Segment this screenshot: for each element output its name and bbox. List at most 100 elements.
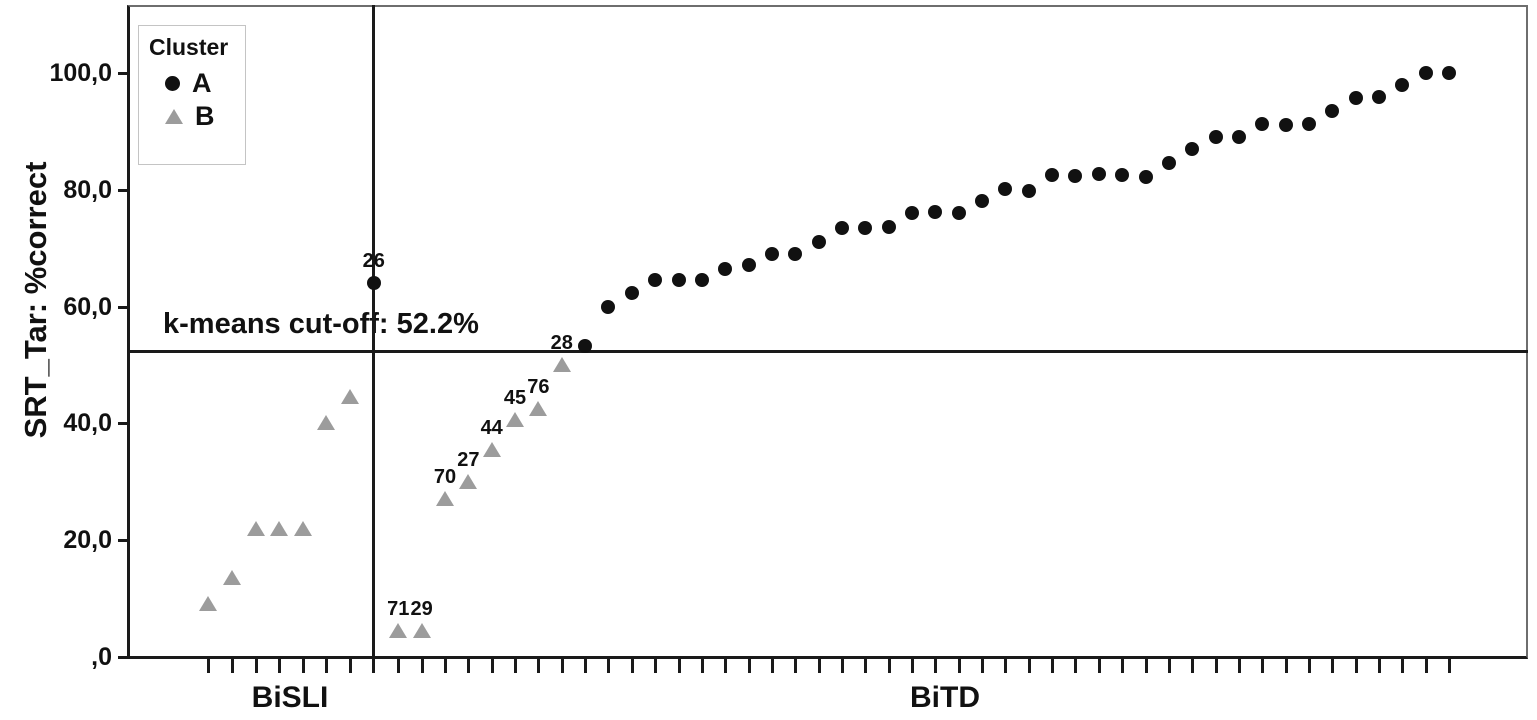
x-axis-tick bbox=[911, 659, 914, 673]
x-axis-tick bbox=[1004, 659, 1008, 673]
y-axis-tick bbox=[118, 656, 127, 659]
x-axis-tick bbox=[1284, 659, 1288, 673]
data-point-triangle bbox=[389, 622, 408, 638]
cluster-b-triangle-icon bbox=[165, 108, 183, 124]
data-point-circle bbox=[1115, 168, 1130, 183]
y-axis-tick bbox=[118, 539, 127, 543]
x-axis-tick bbox=[230, 659, 234, 673]
x-axis-tick bbox=[1027, 659, 1031, 673]
data-point-circle bbox=[788, 247, 803, 262]
x-axis-tick bbox=[1074, 659, 1078, 673]
case-label: 70 bbox=[433, 466, 457, 489]
y-axis-tick bbox=[118, 305, 127, 309]
x-axis-tick bbox=[1167, 659, 1171, 673]
y-axis-tick-label: 60,0 bbox=[63, 292, 112, 321]
x-axis-tick bbox=[1331, 659, 1335, 673]
data-point-circle bbox=[1442, 66, 1457, 80]
data-point-circle bbox=[834, 221, 849, 236]
x-axis-tick bbox=[444, 659, 447, 673]
cutoff-line bbox=[127, 350, 1528, 353]
data-point-circle bbox=[1395, 77, 1410, 92]
x-axis-tick bbox=[301, 659, 305, 673]
data-point-triangle bbox=[482, 441, 501, 457]
x-axis-tick bbox=[325, 659, 329, 673]
data-point-triangle bbox=[552, 357, 571, 372]
x-axis-tick bbox=[747, 659, 751, 673]
case-label: 44 bbox=[480, 416, 503, 439]
y-axis-tick-label: 40,0 bbox=[63, 409, 112, 438]
data-point-circle bbox=[1348, 91, 1363, 106]
data-point-circle bbox=[1372, 89, 1386, 104]
x-axis-tick bbox=[957, 659, 961, 673]
x-axis-tick bbox=[1261, 659, 1265, 673]
y-axis-tick-label: 80,0 bbox=[63, 175, 112, 204]
data-point-circle bbox=[366, 276, 381, 291]
plot-area bbox=[127, 5, 1528, 659]
x-axis-tick bbox=[817, 659, 821, 673]
x-axis-tick bbox=[1378, 659, 1381, 673]
case-label: 76 bbox=[527, 375, 550, 398]
data-point-circle bbox=[741, 257, 756, 272]
data-point-circle bbox=[998, 182, 1013, 197]
data-point-circle bbox=[1068, 168, 1083, 183]
x-axis-tick bbox=[1307, 659, 1311, 673]
x-axis-tick bbox=[397, 659, 401, 673]
data-point-circle bbox=[951, 206, 966, 221]
y-axis-tick bbox=[118, 188, 127, 192]
x-axis-tick bbox=[700, 659, 704, 673]
y-axis-tick-label: 20,0 bbox=[63, 526, 112, 555]
legend-title: Cluster bbox=[149, 34, 229, 60]
data-point-circle bbox=[1301, 116, 1316, 131]
x-axis-tick bbox=[1121, 659, 1125, 673]
data-point-circle bbox=[1045, 168, 1060, 183]
data-point-triangle bbox=[317, 415, 336, 431]
y-axis-tick-label: ,0 bbox=[91, 643, 112, 671]
x-axis-tick bbox=[1424, 659, 1428, 673]
x-axis-tick bbox=[770, 659, 774, 673]
x-axis-tick bbox=[887, 659, 891, 673]
data-point-triangle bbox=[529, 400, 548, 416]
x-axis-tick bbox=[630, 659, 634, 673]
data-point-circle bbox=[1091, 167, 1106, 182]
case-label: 29 bbox=[410, 597, 433, 620]
data-point-circle bbox=[905, 206, 919, 221]
x-axis-tick bbox=[607, 659, 611, 673]
x-axis-tick bbox=[724, 659, 728, 673]
y-axis-tick bbox=[118, 72, 127, 75]
legend-item-label: A bbox=[192, 67, 212, 98]
case-label: 45 bbox=[503, 387, 527, 410]
data-point-circle bbox=[764, 247, 779, 262]
x-axis-tick bbox=[490, 659, 494, 673]
legend: Cluster A B bbox=[138, 25, 246, 165]
data-point-triangle bbox=[436, 491, 454, 507]
data-point-triangle bbox=[506, 412, 525, 428]
cutoff-annotation: k-means cut-off: 52.2% bbox=[163, 308, 479, 340]
case-label: 27 bbox=[457, 448, 480, 471]
x-axis-tick bbox=[1237, 659, 1241, 673]
data-point-circle bbox=[811, 235, 826, 250]
y-axis-tick bbox=[118, 422, 127, 426]
x-axis-tick bbox=[1354, 659, 1358, 673]
x-axis-tick bbox=[349, 659, 353, 673]
data-point-triangle bbox=[293, 520, 312, 536]
x-axis-tick bbox=[1448, 659, 1452, 673]
data-point-circle bbox=[624, 286, 639, 301]
data-point-circle bbox=[928, 204, 943, 219]
x-axis-tick bbox=[420, 659, 424, 673]
legend-item-label: B bbox=[195, 100, 215, 131]
x-axis-tick bbox=[1144, 659, 1148, 673]
data-point-circle bbox=[1161, 155, 1176, 170]
x-group-label-bitd: BiTD bbox=[910, 681, 980, 714]
data-point-circle bbox=[1138, 169, 1153, 184]
x-axis-tick bbox=[514, 659, 518, 673]
x-axis-tick bbox=[1191, 659, 1195, 673]
data-point-circle bbox=[1255, 116, 1270, 131]
case-label: 26 bbox=[362, 250, 385, 273]
x-axis-tick bbox=[560, 659, 564, 673]
data-point-circle bbox=[578, 338, 593, 353]
data-point-circle bbox=[1185, 141, 1200, 156]
data-point-triangle bbox=[341, 389, 360, 405]
x-axis-tick bbox=[981, 659, 985, 673]
x-axis-tick bbox=[1097, 659, 1101, 673]
